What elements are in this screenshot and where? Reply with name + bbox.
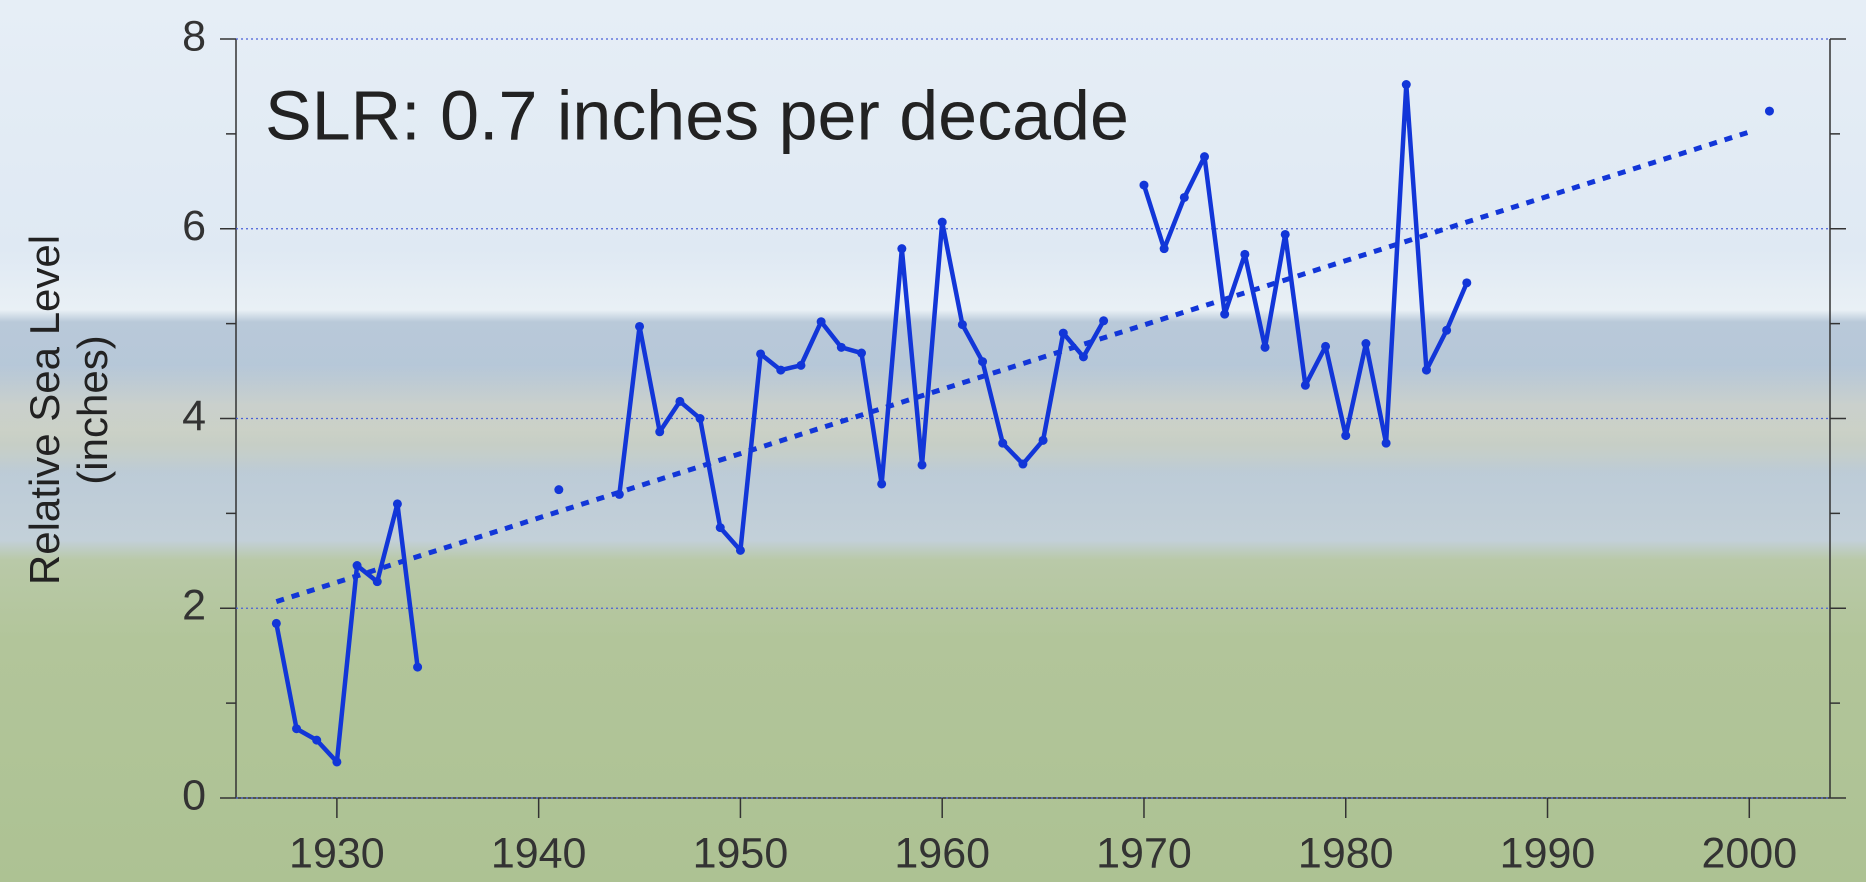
point [917,460,927,470]
point [372,577,382,587]
x-tick-label: 1930 [289,829,385,877]
point [1018,459,1028,469]
point [796,360,806,370]
x-tick-label: 1940 [491,829,587,877]
point [1421,365,1431,375]
point [816,317,826,327]
point [1381,438,1391,448]
point [1179,192,1189,202]
point [352,561,362,571]
point [413,662,423,672]
point [1764,106,1774,116]
series-line [276,85,1769,762]
point [1078,352,1088,362]
x-tick-label: 1950 [693,829,789,877]
point [1159,244,1169,254]
y-axis-label: (inches) [69,335,116,484]
point [1260,342,1270,352]
point [1038,435,1048,445]
x-tick-label: 1990 [1500,829,1596,877]
point [332,757,342,767]
x-tick-label: 1960 [894,829,990,877]
y-tick-label: 2 [182,582,206,630]
point [1321,341,1331,351]
point [836,342,846,352]
y-tick-label: 0 [182,771,206,819]
point [1462,278,1472,288]
annotation: SLR: 0.7 inches per decade [265,76,1129,154]
point [1099,316,1109,326]
photo-shoreline [0,365,1866,475]
point [715,523,725,533]
point [897,244,907,254]
point [1280,229,1290,239]
point [1442,325,1452,335]
point [554,485,564,495]
point [1341,431,1351,441]
point [1220,309,1230,319]
point [998,438,1008,448]
point [1300,380,1310,390]
point [1200,152,1210,162]
point [392,499,402,509]
point [312,735,322,745]
point [978,357,988,367]
x-tick-label: 2000 [1701,829,1797,877]
x-tick-label: 1980 [1298,829,1394,877]
point [292,724,302,734]
y-tick-label: 8 [182,12,206,60]
point [1139,180,1149,190]
point [1401,80,1411,90]
point [735,545,745,555]
point [655,427,665,437]
point [675,396,685,406]
point [856,348,866,358]
point [957,320,967,330]
point [1240,249,1250,259]
y-axis-label: Relative Sea Level [21,235,68,585]
point [756,349,766,359]
point [877,479,887,489]
point [695,414,705,423]
x-tick-label: 1970 [1096,829,1192,877]
point [776,365,786,375]
point [271,618,281,628]
trend-line [275,129,1751,604]
y-tick-label: 4 [182,392,206,440]
point [635,321,645,331]
y-tick-label: 6 [182,202,206,250]
point [1361,339,1371,349]
point [937,217,947,227]
point [1058,328,1068,338]
